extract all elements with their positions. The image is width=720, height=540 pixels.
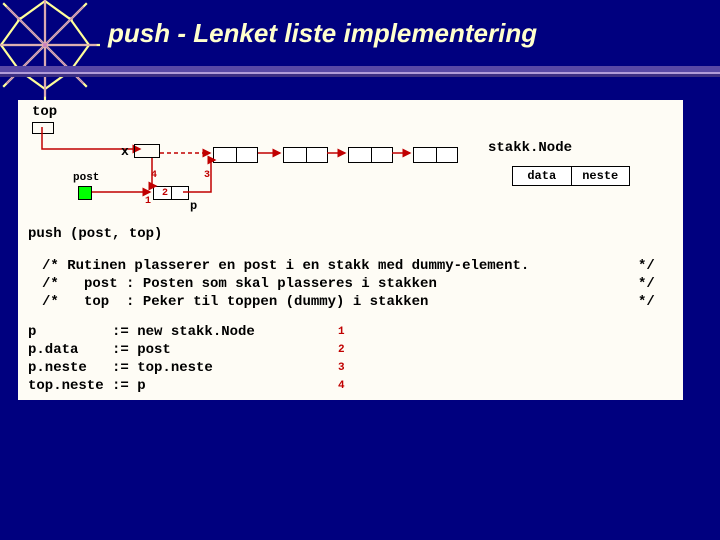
code-line: p := new stakk.Node xyxy=(28,324,255,340)
struct-field-data: data xyxy=(513,167,572,185)
code-panel: top x post p 4 1 2 3 xyxy=(18,100,683,400)
label-x: x xyxy=(121,144,129,159)
arrow-node-link xyxy=(258,150,288,160)
code-step: 4 xyxy=(338,380,345,392)
code-line: p.data := post xyxy=(28,342,171,358)
label-p: p xyxy=(190,199,197,213)
starburst-icon xyxy=(0,0,100,100)
func-call: push (post, top) xyxy=(28,226,162,242)
arrow-topneste-to-p xyxy=(146,158,176,188)
step-2: 2 xyxy=(162,188,168,199)
list-node xyxy=(413,147,458,163)
label-top: top xyxy=(32,104,57,120)
slide-title: push - Lenket liste implementering xyxy=(108,18,537,49)
title-bar xyxy=(0,74,720,77)
code-line: p.neste := top.neste xyxy=(28,360,213,376)
comment-end: */ xyxy=(638,276,655,292)
arrow-node-link xyxy=(392,150,418,160)
code-line: top.neste := p xyxy=(28,378,146,394)
comment-line: /* top : Peker til toppen (dummy) i stak… xyxy=(42,294,428,310)
code-step: 3 xyxy=(338,362,345,374)
arrow-pneste-to-first xyxy=(183,152,223,192)
struct-title: stakk.Node xyxy=(488,140,572,156)
list-node xyxy=(283,147,328,163)
code-step: 2 xyxy=(338,344,345,356)
x-box xyxy=(134,144,160,158)
comment-end: */ xyxy=(638,258,655,274)
post-box xyxy=(78,186,92,200)
code-step: 1 xyxy=(338,326,345,338)
comment-end: */ xyxy=(638,294,655,310)
struct-field-neste: neste xyxy=(572,167,630,185)
comment-line: /* Rutinen plasserer en post i en stakk … xyxy=(42,258,529,274)
arrow-node-link xyxy=(327,150,353,160)
list-node xyxy=(348,147,393,163)
comment-line: /* post : Posten som skal plasseres i st… xyxy=(42,276,437,292)
struct-box: data neste xyxy=(512,166,630,186)
